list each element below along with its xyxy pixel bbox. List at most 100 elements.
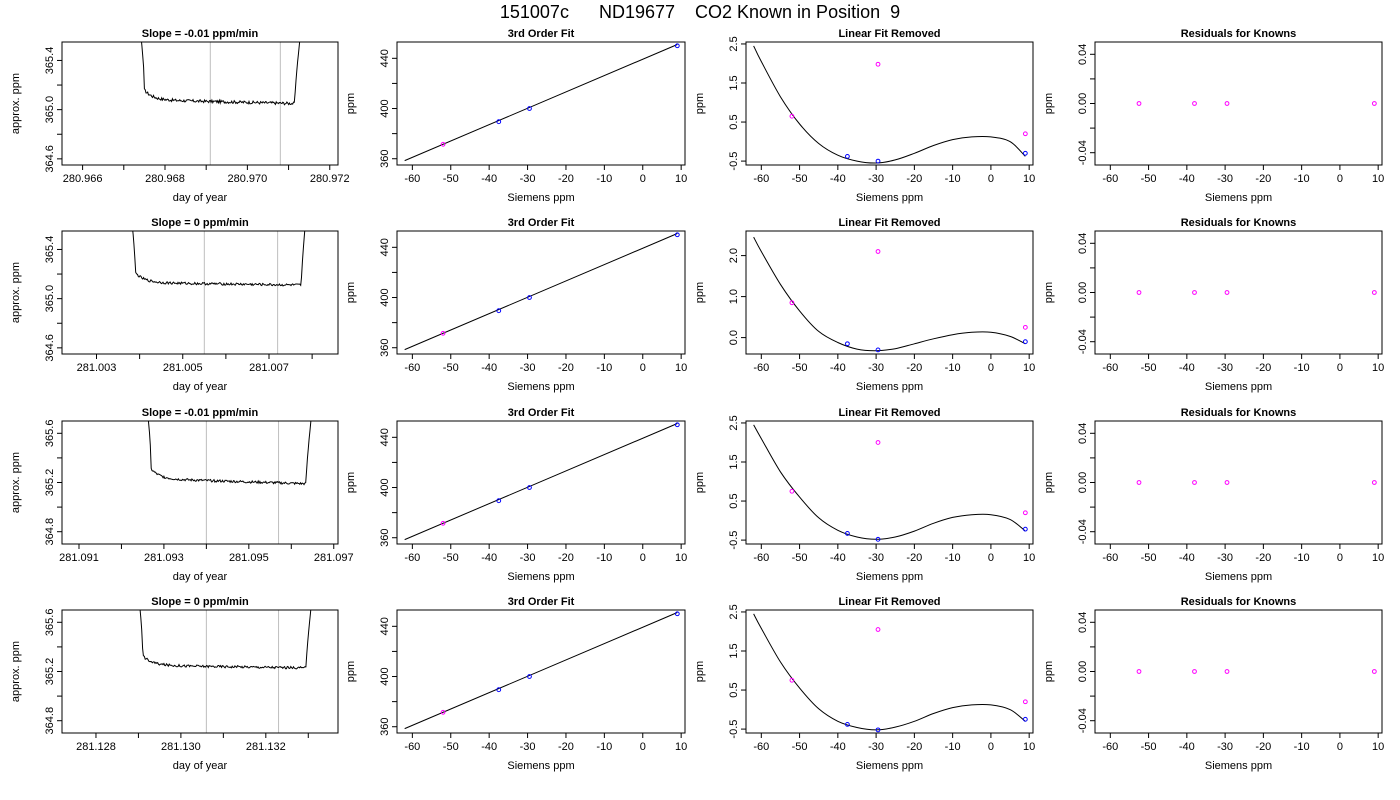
y-tick-label: 440	[379, 49, 391, 67]
x-tick-label: -10	[945, 552, 961, 564]
x-tick-label: -30	[868, 552, 884, 564]
data-point	[1136, 101, 1142, 106]
x-tick-label: -60	[1102, 173, 1118, 185]
x-tick-label: -10	[1294, 173, 1310, 185]
x-tick-label: -20	[558, 362, 574, 374]
y-axis-label: ppm	[345, 93, 357, 114]
panel-r3-c1: 281.091 281.093 281.095 281.097 364.8 365.2 36…	[10, 407, 354, 583]
x-axis-label: Siemens ppm	[1205, 381, 1272, 393]
panel-r2-c2: -60 -50 -40 -30 -20 -10 0 10 360 400 440 3rd Order …	[345, 217, 687, 393]
panel-title: Slope = -0.01 ppm/min	[142, 407, 259, 419]
panel-r2-c3: -60 -50 -40 -30 -20 -10 0 10 0.0 1.0 2.0 Linear Fit…	[694, 217, 1035, 393]
data-point	[1022, 131, 1028, 137]
x-tick-label: -40	[1179, 552, 1195, 564]
x-tick-label: -60	[753, 362, 769, 374]
x-tick-label: 0	[988, 362, 994, 374]
y-tick-label: 0.00	[1077, 93, 1089, 114]
data-point	[1224, 669, 1230, 674]
x-tick-label: -40	[481, 741, 497, 753]
x-tick-label: 280.970	[227, 173, 267, 185]
x-axis-label: Siemens ppm	[856, 381, 923, 393]
y-axis-label: approx. ppm	[10, 452, 22, 513]
data-trace	[141, 42, 301, 106]
data-point	[496, 687, 502, 693]
y-tick-label: 1.5	[728, 643, 740, 658]
x-tick-label: -30	[868, 173, 884, 185]
fit-line	[404, 233, 678, 351]
x-tick-label: -10	[945, 173, 961, 185]
data-point	[1022, 699, 1028, 705]
y-tick-label: 400	[379, 99, 391, 117]
x-tick-label: -30	[520, 173, 536, 185]
x-tick-label: -60	[753, 741, 769, 753]
data-point	[1192, 101, 1197, 106]
plot-frame	[745, 420, 1034, 545]
y-tick-label: 2.0	[728, 248, 740, 263]
data-point	[496, 308, 502, 314]
y-tick-label: 400	[379, 667, 391, 685]
panel-r2-c4: -60 -50 -40 -30 -20 -10 0 10 -0.04 0.00 0.04 Residu…	[1043, 217, 1384, 393]
x-tick-label: 0	[1337, 173, 1343, 185]
x-tick-label: -50	[1141, 362, 1157, 374]
x-tick-label: 0	[1337, 552, 1343, 564]
fit-line	[404, 44, 678, 162]
data-point	[674, 611, 680, 617]
plot-area	[147, 421, 312, 544]
y-tick-label: 360	[379, 339, 391, 357]
data-point	[1136, 669, 1142, 674]
x-tick-label: -40	[830, 552, 846, 564]
y-tick-label: 1.0	[728, 289, 740, 304]
y-tick-label: -0.04	[1077, 708, 1089, 733]
y-tick-label: -0.5	[728, 152, 740, 171]
data-point	[1192, 480, 1197, 485]
x-tick-label: 280.966	[63, 173, 103, 185]
panel-title: Linear Fit Removed	[838, 596, 940, 608]
y-axis-label: ppm	[1043, 282, 1055, 303]
y-axis-label: ppm	[345, 472, 357, 493]
y-axis-label: ppm	[345, 282, 357, 303]
data-point	[1022, 716, 1028, 722]
x-tick-label: -20	[558, 173, 574, 185]
x-tick-label: -60	[404, 173, 420, 185]
x-tick-label: -40	[830, 362, 846, 374]
x-tick-label: -40	[830, 173, 846, 185]
panel-title: Residuals for Knowns	[1181, 407, 1297, 419]
x-tick-label: 10	[1372, 552, 1384, 564]
y-tick-label: 400	[379, 478, 391, 496]
plot-area	[1136, 290, 1377, 295]
y-tick-label: -0.5	[728, 720, 740, 739]
y-tick-label: 364.6	[44, 334, 56, 362]
x-tick-label: -60	[1102, 362, 1118, 374]
plot-area	[1136, 480, 1377, 485]
x-tick-label: -50	[443, 173, 459, 185]
x-tick-label: -20	[906, 741, 922, 753]
plot-area	[132, 231, 306, 354]
x-tick-label: -30	[1217, 741, 1233, 753]
data-point	[1022, 324, 1028, 330]
x-axis-label: Siemens ppm	[1205, 571, 1272, 583]
y-tick-label: 0.5	[728, 114, 740, 129]
data-point	[1371, 669, 1377, 674]
fit-curve	[753, 613, 1026, 731]
y-axis-label: ppm	[694, 282, 706, 303]
panel-r4-c3: -60 -50 -40 -30 -20 -10 0 10 -0.5 0.5 1.5 2.5 Linear…	[694, 596, 1035, 772]
data-point	[1224, 290, 1230, 295]
x-tick-label: 10	[675, 741, 687, 753]
y-tick-label: -0.04	[1077, 140, 1089, 165]
panel-title: 3rd Order Fit	[508, 407, 575, 419]
x-tick-label: 10	[675, 552, 687, 564]
x-tick-label: 281.095	[229, 552, 269, 564]
plot-area	[141, 42, 301, 165]
x-tick-label: 0	[1337, 362, 1343, 374]
x-tick-label: 10	[1372, 362, 1384, 374]
data-point	[875, 347, 881, 353]
plot-frame	[745, 230, 1034, 355]
x-tick-label: -30	[1217, 362, 1233, 374]
data-point	[789, 300, 795, 306]
y-tick-label: 0.00	[1077, 282, 1089, 303]
plot-frame	[61, 420, 339, 545]
x-tick-label: -10	[945, 741, 961, 753]
data-point	[527, 674, 532, 679]
y-tick-label: 0.0	[728, 330, 740, 345]
plot-frame	[61, 609, 339, 734]
